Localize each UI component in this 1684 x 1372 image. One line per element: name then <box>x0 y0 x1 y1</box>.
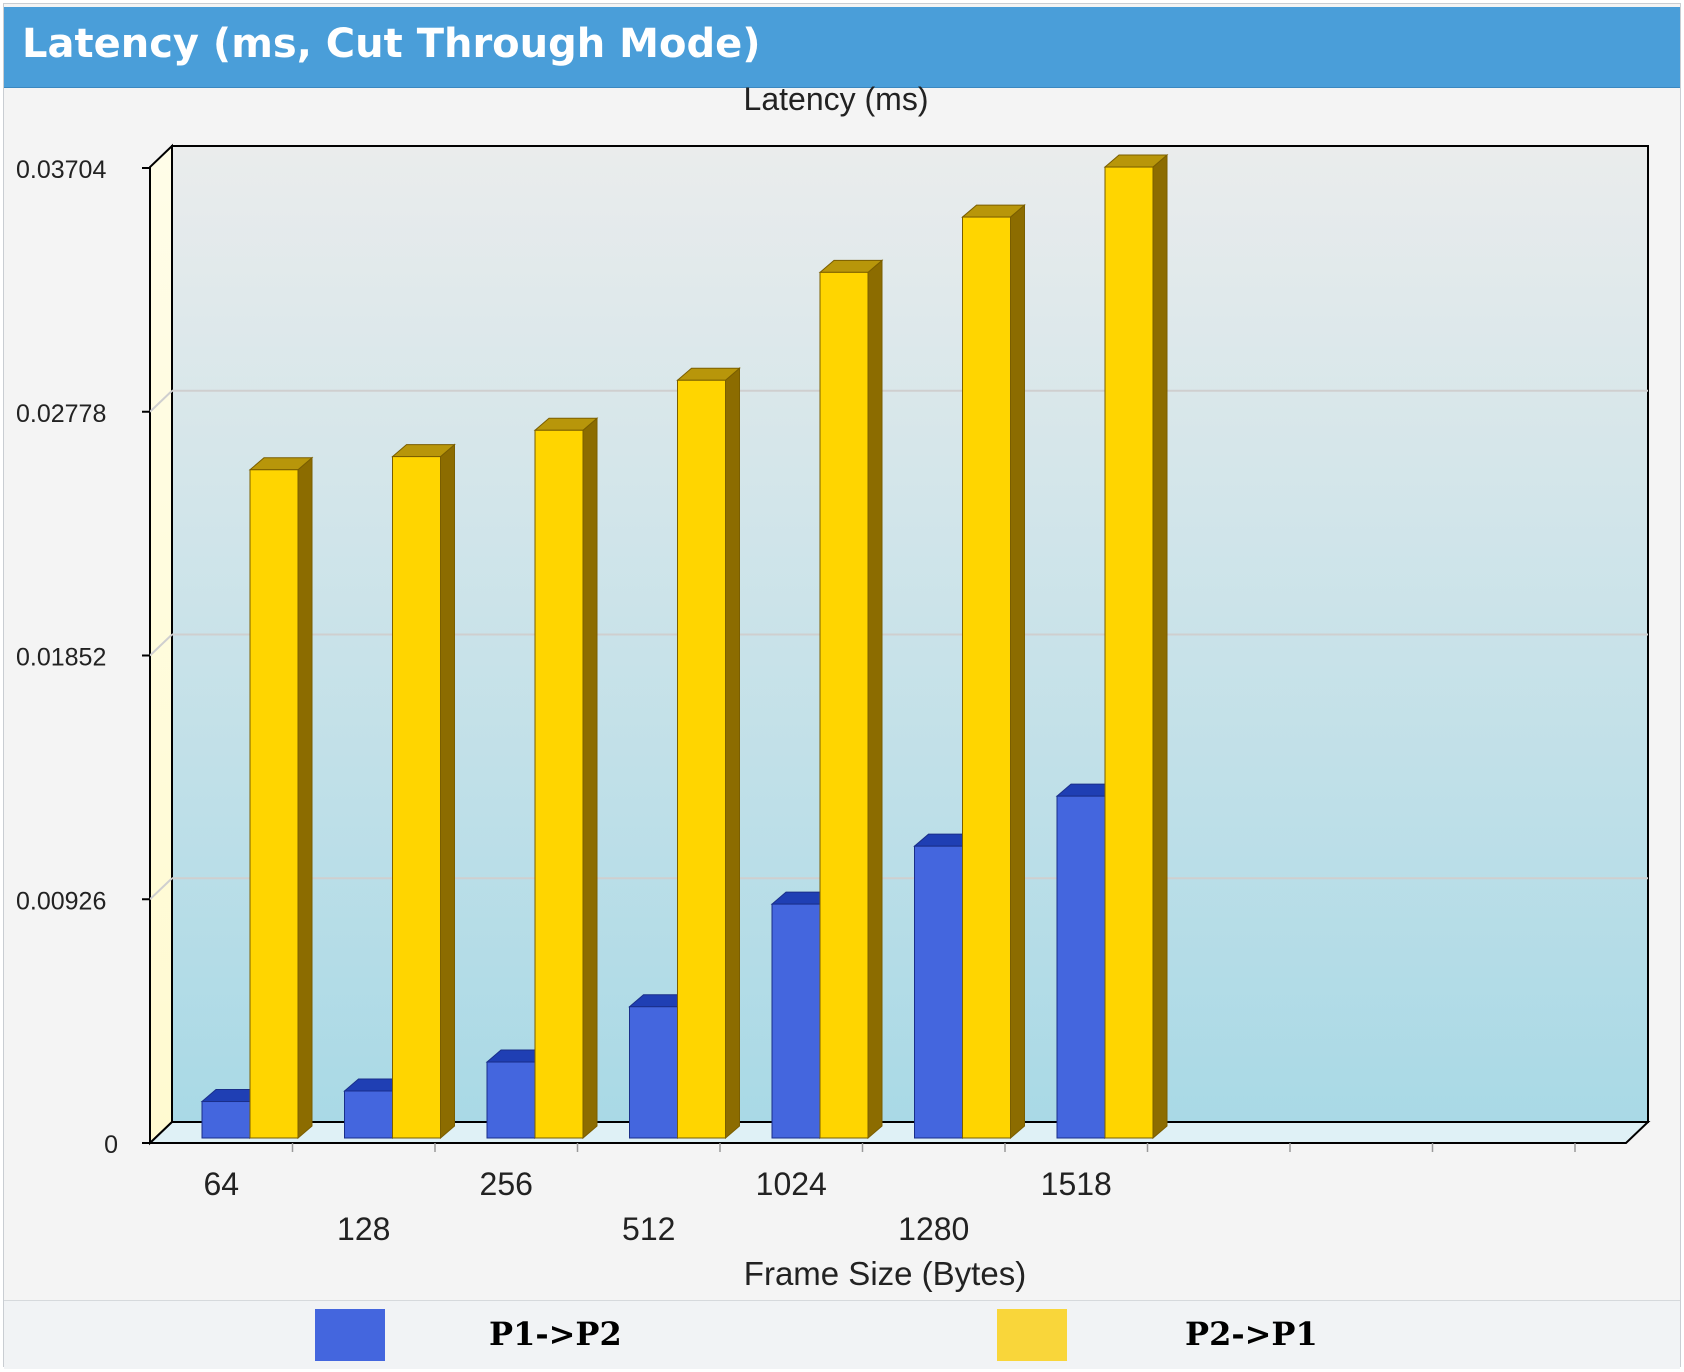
x-tick-label: 256 <box>480 1166 533 1202</box>
bar-p2-p1-64 <box>248 456 314 1140</box>
y-axis-ticks: 0 0.00926 0.01852 0.02778 0.03704 <box>16 156 150 1159</box>
bar-p2-p1-256 <box>533 417 599 1140</box>
bar-side <box>1010 203 1025 1140</box>
bar-p1-p2-64 <box>200 1088 266 1140</box>
legend-swatch-p2-p1 <box>997 1309 1067 1361</box>
x-tick-label: 128 <box>337 1211 390 1247</box>
bar-front <box>201 1101 251 1139</box>
panel-title: Latency (ms, Cut Through Mode) <box>22 21 761 67</box>
bar-front <box>534 429 584 1139</box>
bar-front <box>962 216 1011 1139</box>
bar-front <box>344 1090 393 1139</box>
bar-p2-p1-128 <box>391 443 456 1140</box>
bar-side <box>1152 153 1168 1140</box>
grid-line-wall <box>149 390 173 413</box>
grid-line-wall <box>149 633 173 657</box>
bar-front <box>771 903 821 1139</box>
bar-front <box>392 456 441 1139</box>
bar-front <box>629 1006 678 1139</box>
legend-label-p1-p2: P1->P2 <box>489 1315 622 1353</box>
bar-side <box>725 367 740 1140</box>
chart-title: Latency (ms) <box>744 81 929 117</box>
x-tick-label: 512 <box>622 1211 675 1247</box>
legend: P1->P2 P2->P1 <box>4 1300 1680 1369</box>
plot-area <box>147 143 1651 1146</box>
bar-front <box>249 469 299 1139</box>
latency-bar-chart: 0 0.00926 0.01852 0.02778 0.03704 64 128 256 51… <box>16 81 1651 1292</box>
x-tick-label: 1280 <box>898 1211 969 1247</box>
bar-p2-p1-1280 <box>961 203 1026 1140</box>
x-tick-label: 64 <box>203 1166 239 1202</box>
bar-side <box>297 456 313 1140</box>
bar-p2-p1-1518 <box>1103 153 1169 1140</box>
bar-side <box>440 443 455 1140</box>
bar-front <box>914 845 963 1139</box>
bar-side <box>867 259 883 1140</box>
x-axis-ticks: 64 128 256 512 1024 1280 1518 <box>203 1143 1576 1247</box>
x-tick-label: 1518 <box>1041 1166 1112 1202</box>
y-tick-label: 0 <box>104 1131 118 1159</box>
bar-front <box>1104 166 1154 1139</box>
legend-swatch-p1-p2 <box>315 1309 385 1361</box>
y-tick-label: 0.02778 <box>16 400 106 428</box>
bars <box>200 153 1169 1140</box>
y-tick-label: 0.03704 <box>16 156 106 184</box>
x-axis-label: Frame Size (Bytes) <box>744 1255 1026 1292</box>
y-tick-label: 0.01852 <box>16 644 106 672</box>
legend-label-p2-p1: P2->P1 <box>1185 1315 1318 1353</box>
y-tick-label: 0.00926 <box>16 887 106 915</box>
bar-front <box>486 1061 536 1139</box>
bar-p2-p1-1024 <box>818 259 884 1140</box>
bar-front <box>677 379 726 1139</box>
panel-header: Latency (ms, Cut Through Mode) <box>4 7 1680 88</box>
bar-p2-p1-512 <box>676 367 741 1140</box>
x-tick-label: 1024 <box>756 1166 827 1202</box>
bar-front <box>819 271 869 1139</box>
bar-front <box>1056 795 1106 1139</box>
bar-side <box>582 417 598 1140</box>
grid-line-wall <box>149 877 173 900</box>
